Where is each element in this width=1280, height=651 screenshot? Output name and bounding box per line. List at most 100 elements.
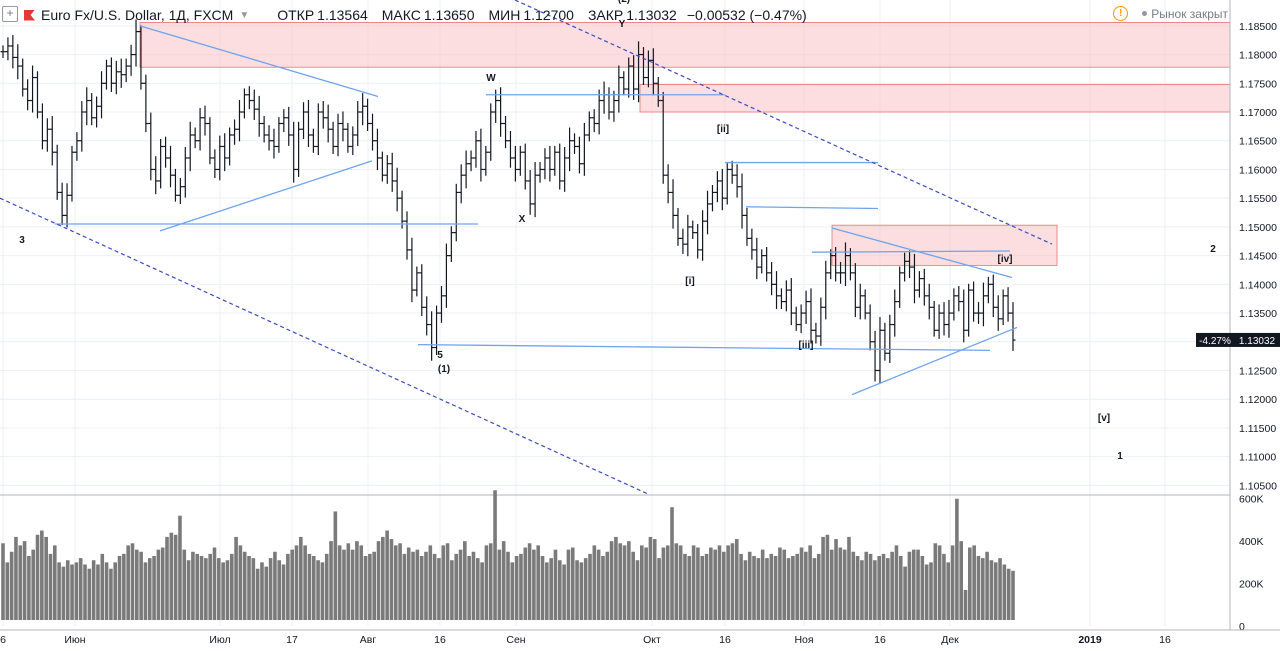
volume-bar — [661, 547, 666, 620]
volume-bar — [834, 539, 838, 620]
wave-label: [v] — [1098, 413, 1110, 424]
low-value: 1.12700 — [523, 7, 574, 23]
volume-bar — [286, 553, 290, 620]
volume-bar — [713, 549, 717, 620]
volume-bar — [596, 549, 601, 620]
trend-line — [417, 344, 991, 352]
volume-bar — [696, 547, 700, 620]
volume-bar — [963, 589, 968, 620]
volume-bar — [907, 551, 912, 620]
y-tick-label-7: 1.15000 — [1239, 222, 1277, 234]
volume-bar — [251, 558, 256, 620]
volume-bar — [234, 536, 238, 620]
volume-bar — [812, 558, 817, 620]
warning-icon[interactable]: ! — [1113, 6, 1129, 21]
volume-bar — [398, 543, 402, 620]
volume-bar — [411, 551, 415, 620]
volume-bar — [337, 545, 342, 620]
volume-bar — [523, 547, 528, 620]
volume-bar — [368, 553, 372, 620]
volume-bar — [182, 549, 187, 620]
chevron-down-icon[interactable]: ▼ — [239, 9, 250, 21]
volume-bar — [372, 551, 376, 620]
volume-bar — [756, 558, 761, 620]
volume-bar — [22, 541, 27, 620]
volume-bar — [920, 556, 925, 620]
volume-bar — [532, 549, 536, 620]
volume-bar — [605, 551, 610, 620]
y-tick-label-13: 1.12000 — [1239, 394, 1277, 406]
volume-bar — [294, 545, 299, 620]
volume-bar — [83, 564, 87, 620]
x-tick-label-9: Ноя — [794, 634, 813, 646]
wave-label: 3 — [19, 235, 25, 246]
volume-bar — [78, 558, 83, 620]
volume-bar — [704, 553, 709, 620]
market-status[interactable]: ! Рынок закрыт — [1113, 6, 1228, 21]
volume-bar — [255, 568, 260, 620]
x-tick-label-4: Авг — [360, 634, 377, 646]
close-label: ЗАКР — [587, 7, 624, 23]
volume-bar — [592, 545, 597, 620]
volume-bar — [303, 545, 307, 620]
trend-line — [139, 25, 379, 98]
volume-bar — [238, 545, 243, 620]
volume-bar — [1011, 570, 1015, 620]
volume-bar — [14, 536, 18, 620]
volume-bar — [816, 553, 821, 620]
x-tick-label-1: Июн — [64, 634, 85, 646]
volume-bar — [825, 534, 830, 620]
wave-label: (2) — [618, 0, 630, 5]
volume-bar — [575, 560, 579, 620]
volume-bar — [65, 560, 70, 620]
wave-label: [iii] — [799, 340, 814, 351]
volume-bar — [691, 545, 696, 620]
volume-bar — [786, 558, 791, 620]
volume-bar — [678, 545, 683, 620]
wave-label: W — [486, 73, 496, 84]
wave-label: [iv] — [998, 254, 1013, 265]
volume-bar — [622, 545, 627, 620]
volume-bar — [566, 549, 571, 620]
volume-bar — [242, 551, 247, 620]
y-tick-label-9: 1.14000 — [1239, 279, 1277, 291]
volume-bar — [942, 553, 946, 620]
x-tick-label-3: 17 — [286, 634, 298, 646]
volume-bar — [52, 545, 57, 620]
volume-bar — [48, 553, 53, 620]
x-tick-label-7: Окт — [643, 634, 661, 646]
y-tick-label-8: 1.14500 — [1239, 251, 1277, 263]
volume-bar — [722, 551, 726, 620]
volume-bar — [27, 556, 31, 620]
y-tick-label-5: 1.16000 — [1239, 164, 1277, 176]
volume-bar — [583, 558, 588, 620]
volume-bar — [173, 534, 178, 620]
volume-bar — [113, 562, 118, 620]
volume-bar — [61, 566, 66, 620]
volume-bar — [886, 558, 890, 620]
volume-bar — [467, 556, 471, 620]
add-symbol-button[interactable]: + — [2, 6, 18, 22]
symbol-title[interactable]: Euro Fx/U.S. Dollar, 1Д, FXCM — [41, 7, 234, 23]
volume-bar — [281, 564, 286, 620]
volume-bar — [402, 553, 407, 620]
volume-bar — [791, 556, 795, 620]
volume-bar — [385, 530, 389, 620]
volume-bar — [415, 549, 420, 620]
volume-bar — [980, 558, 985, 620]
volume-bar — [804, 551, 808, 620]
open-value: 1.13564 — [317, 7, 368, 23]
volume-bar — [601, 556, 605, 620]
volume-bar — [91, 560, 96, 620]
volume-bar — [670, 507, 674, 620]
volume-bar — [311, 556, 316, 620]
x-tick-label-2: Июл — [209, 634, 230, 646]
low-label: МИН — [488, 7, 521, 23]
volume-bar — [376, 541, 381, 620]
y-tick-label-10: 1.13500 — [1239, 308, 1277, 320]
volume-bar — [847, 536, 851, 620]
channel-line-upper — [514, 0, 1053, 245]
volume-bar — [445, 543, 450, 620]
